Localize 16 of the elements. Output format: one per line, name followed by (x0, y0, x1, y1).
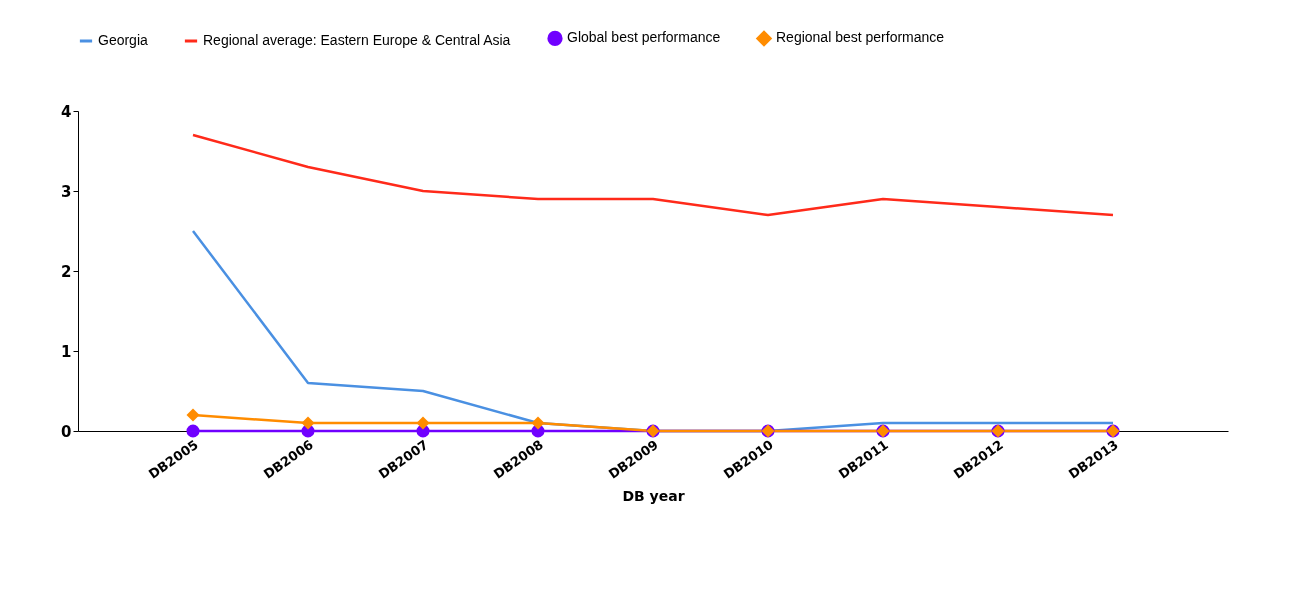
point (186, 424, 200, 438)
y-tick-label: 1 (61, 342, 72, 361)
point (531, 416, 545, 430)
x-axis-title: DB year (622, 487, 685, 504)
legend-label: Georgia (98, 32, 149, 48)
point (416, 416, 430, 430)
point (301, 416, 315, 430)
point (186, 408, 200, 422)
legend-label: Regional average: Eastern Europe & Central Asia (203, 32, 511, 48)
y-tick-label: 0 (61, 422, 72, 441)
legend-label: Global best performance (567, 29, 721, 46)
legend-label: Regional best performance (776, 29, 945, 46)
y-tick-label: 4 (61, 102, 72, 121)
line-series (191, 133, 1115, 217)
y-tick-label: 2 (61, 262, 72, 281)
y-tick-label: 3 (61, 182, 72, 201)
